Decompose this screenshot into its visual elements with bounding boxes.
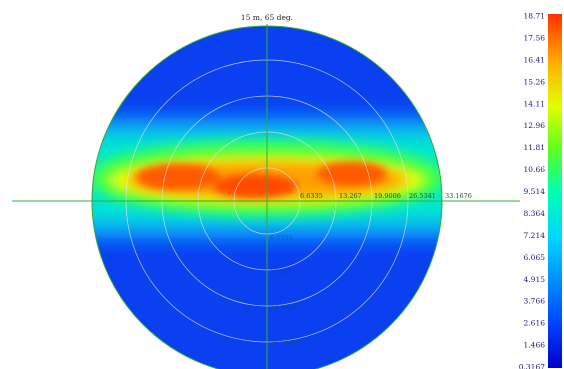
colorbar-tick-label: 15.26 (524, 77, 546, 86)
ring-label: 13.267 (270, 268, 293, 276)
colorbar-tick-label: 6.065 (524, 253, 546, 262)
colorbar-tick-label: 17.56 (524, 33, 546, 42)
colorbar-tick-label: 16.41 (524, 55, 545, 64)
colorbar-tick-label: 11.81 (524, 143, 545, 152)
ring-label: 6.6335 (300, 192, 323, 200)
ring-label: 26.5341 (409, 192, 436, 200)
colorbar-tick-label: 4.915 (524, 275, 546, 284)
heatmap-hotspot-left (136, 164, 220, 190)
colorbar-tick-label: 10.66 (524, 165, 546, 174)
colorbar-tick-label: 12.96 (524, 121, 546, 130)
ring-label: 19.9006 (270, 303, 297, 311)
heatmap-hotspot-right (317, 162, 387, 186)
colorbar-tick-label: 14.11 (524, 99, 545, 108)
colorbar-tick-label: 9.514 (524, 187, 546, 196)
colorbar (548, 14, 562, 368)
colorbar-tick-label: 3.766 (524, 297, 546, 306)
heatmap-hotspot-center (213, 174, 297, 198)
colorbar-tick-label: 18.71 (524, 12, 545, 21)
ring-labels-vertical: 6.6335 13.267 19.9006 26.5341 (270, 234, 297, 347)
colorbar-tick-label: 2.616 (524, 319, 546, 328)
colorbar-tick-label: 8.364 (524, 209, 546, 218)
colorbar-tick-label: 1.466 (524, 341, 546, 350)
chart-title: 15 m, 65 deg. (241, 13, 293, 22)
ring-labels-horizontal: 6.6335 13.267 19.9006 26.5341 33.1676 (300, 192, 472, 200)
ring-label: 26.5341 (270, 339, 297, 347)
colorbar-ticks: 18.71 17.56 16.41 15.26 14.11 12.96 11.81 10.66… (519, 12, 545, 369)
ring-label: 13.267 (339, 192, 362, 200)
ring-label: 19.9006 (374, 192, 401, 200)
colorbar-tick-label: 7.214 (524, 231, 546, 240)
ring-label: 33.1676 (445, 192, 472, 200)
ring-label: 6.6335 (270, 234, 293, 242)
colorbar-tick-label: 0.3167 (519, 363, 545, 369)
